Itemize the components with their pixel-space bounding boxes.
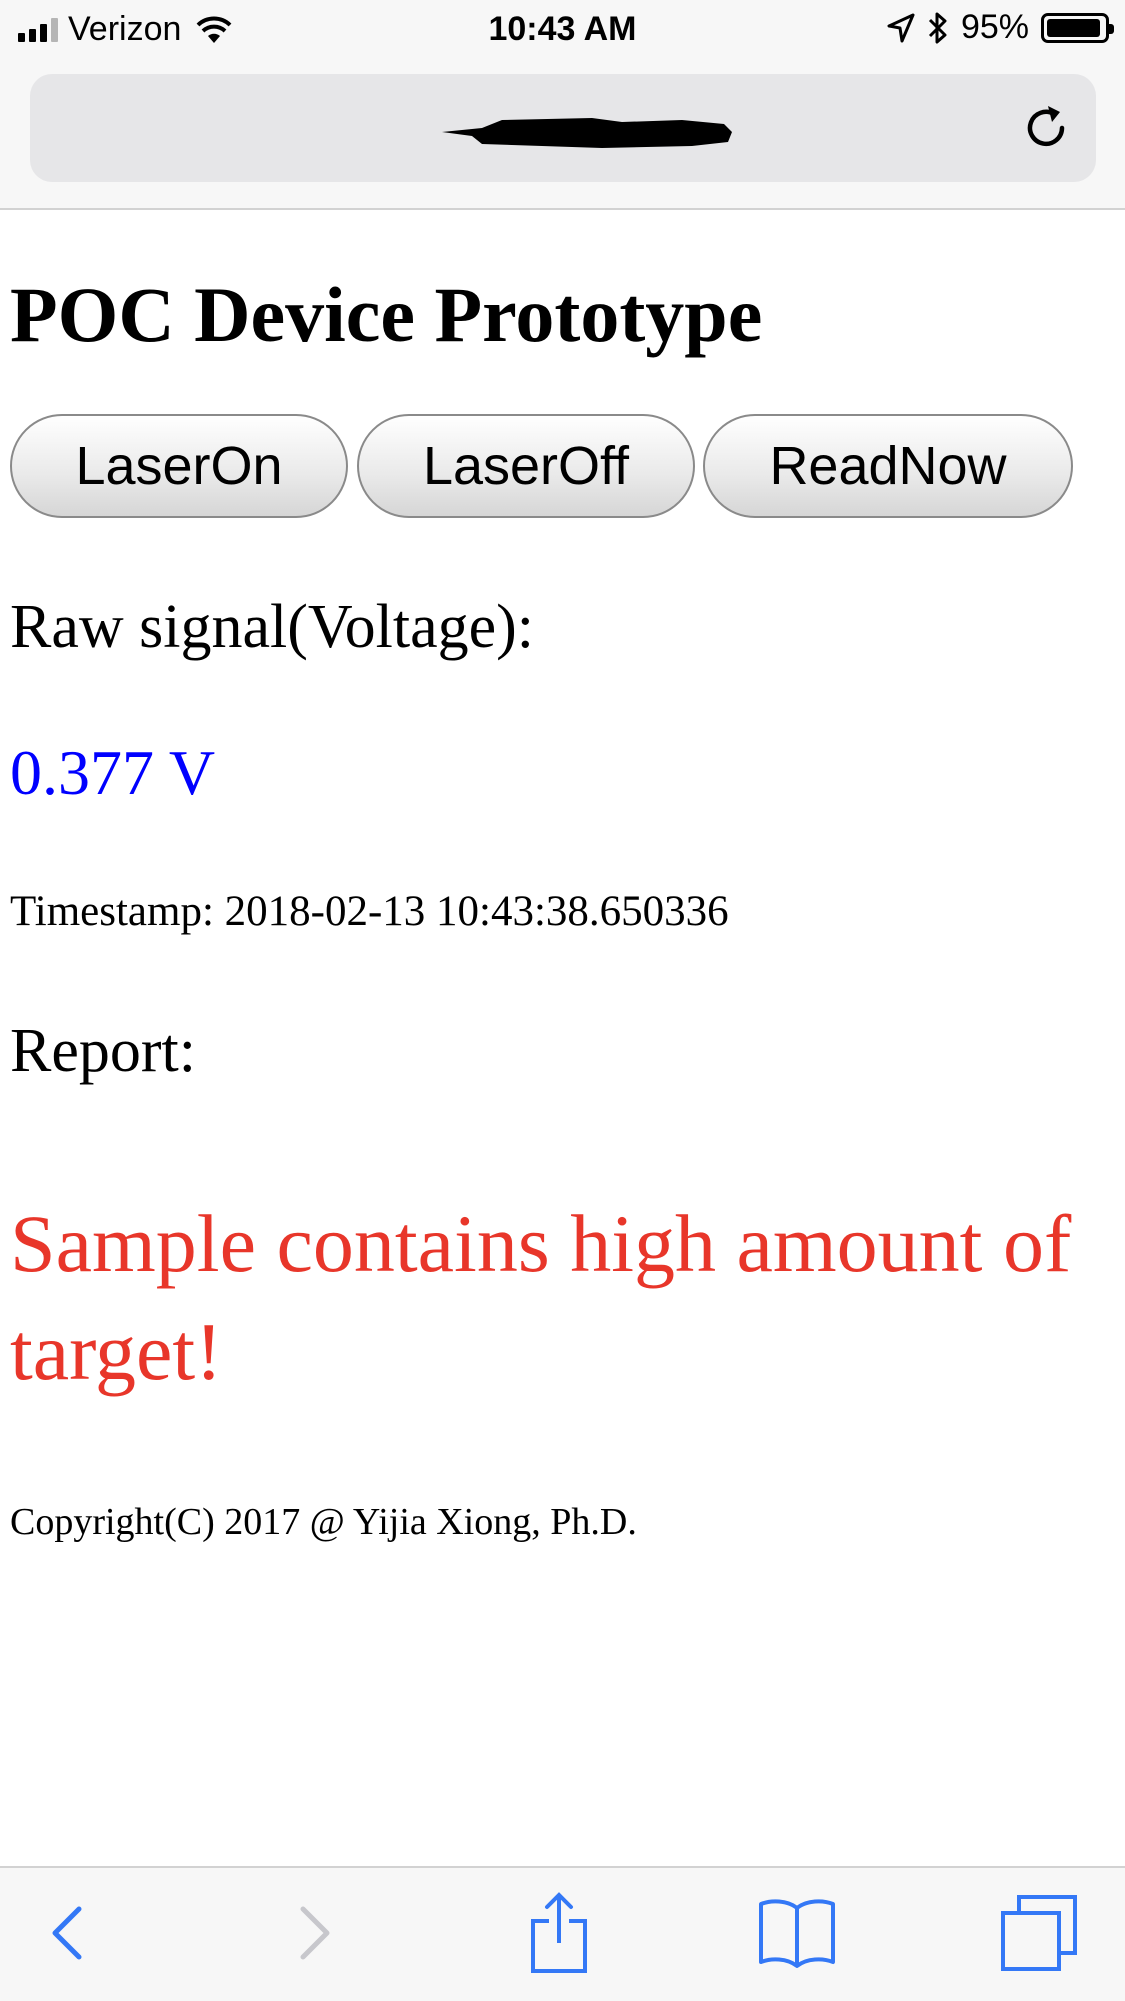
bookmarks-button[interactable] <box>752 1888 842 1978</box>
battery-percent: 95% <box>960 8 1029 46</box>
page-title: POC Device Prototype <box>10 271 763 358</box>
bookmarks-icon <box>759 1899 835 1968</box>
laser-off-button[interactable]: LaserOff <box>357 414 695 518</box>
raw-signal-label: Raw signal(Voltage): <box>10 593 535 661</box>
browser-address-bar <box>0 62 1125 210</box>
browser-toolbar <box>0 1866 1125 2001</box>
battery-nub <box>1109 23 1114 34</box>
signal-icon <box>18 17 58 42</box>
bluetooth-icon <box>928 12 947 43</box>
location-icon <box>887 13 915 42</box>
forward-button[interactable] <box>270 1888 360 1978</box>
laser-on-button[interactable]: LaserOn <box>10 414 348 518</box>
status-bar: Verizon 10:43 AM 95% <box>0 0 1125 62</box>
timestamp: Timestamp: 2018-02-13 10:43:38.650336 <box>10 888 729 935</box>
status-time: 10:43 AM <box>488 10 637 48</box>
voltage-value: 0.377 V <box>10 737 216 808</box>
battery-fill <box>1047 18 1101 37</box>
status-right: 95% <box>887 8 1114 47</box>
url-field[interactable] <box>30 74 1096 182</box>
share-icon <box>531 1892 587 1973</box>
battery-icon <box>1041 12 1114 43</box>
back-button[interactable] <box>22 1888 112 1978</box>
reload-icon[interactable] <box>1018 100 1074 156</box>
forward-icon <box>300 1906 330 1960</box>
carrier-name: Verizon <box>68 10 182 48</box>
wifi-icon <box>197 16 232 43</box>
redacted-url <box>442 118 732 148</box>
report-label: Report: <box>10 1017 196 1085</box>
read-now-button[interactable]: ReadNow <box>703 414 1073 518</box>
share-button[interactable] <box>514 1888 604 1978</box>
web-page: POC Device Prototype LaserOn LaserOff Re… <box>0 210 1125 1865</box>
tabs-icon <box>1001 1895 1077 1971</box>
tabs-button[interactable] <box>994 1888 1084 1978</box>
copyright-text: Copyright(C) 2017 @ Yijia Xiong, Ph.D. <box>10 1501 637 1543</box>
status-left: Verizon <box>18 10 233 49</box>
back-icon <box>52 1906 82 1960</box>
report-message: Sample contains high amount of target! <box>10 1198 1072 1397</box>
